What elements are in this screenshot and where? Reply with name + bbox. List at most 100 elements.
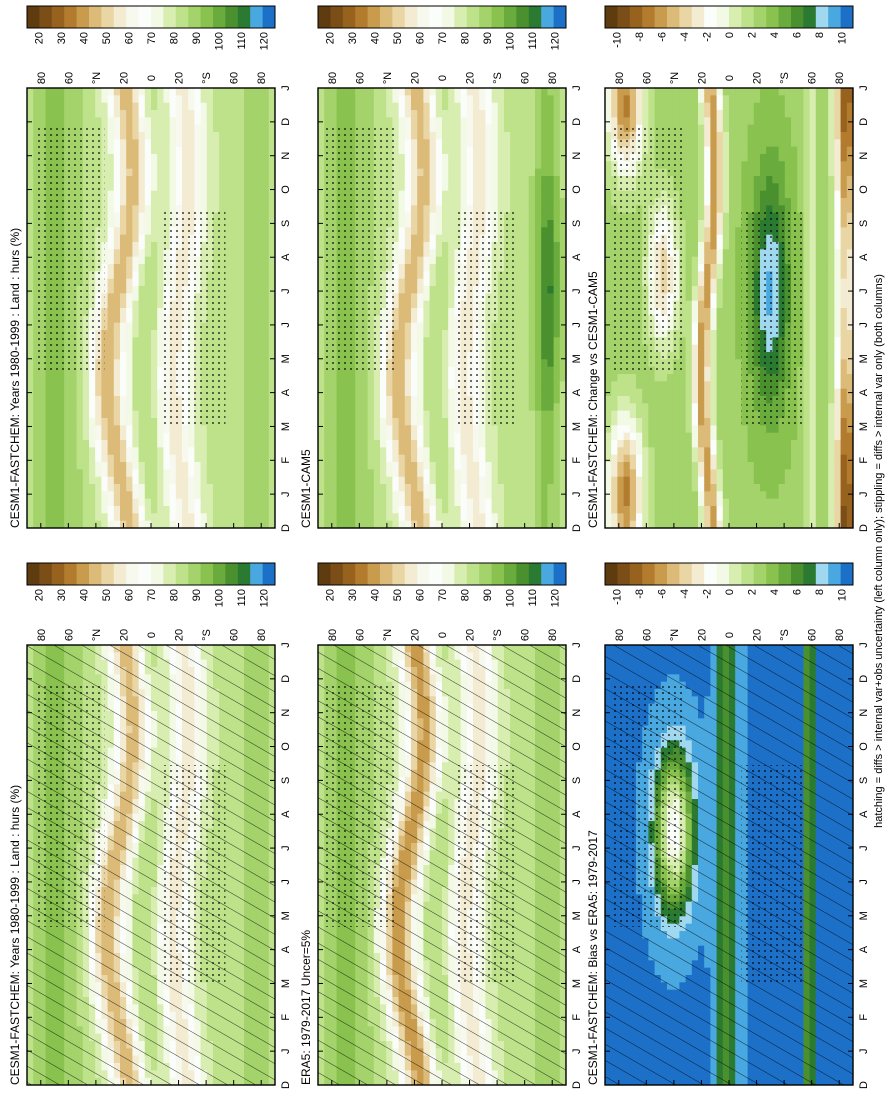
heatmap-cell xyxy=(268,139,276,148)
x-tick-label: D xyxy=(280,675,292,683)
heatmap-cell xyxy=(262,469,270,478)
heatmap-cell xyxy=(262,337,270,346)
heatmap-cell xyxy=(250,227,257,236)
heatmap-cell xyxy=(101,146,109,155)
heatmap-cell xyxy=(45,88,53,96)
heatmap-cell xyxy=(107,234,115,243)
heatmap-cell xyxy=(138,381,146,390)
colorbar-tick-label: 60 xyxy=(124,589,136,601)
heatmap-cell xyxy=(231,322,239,331)
heatmap-cell xyxy=(113,315,121,324)
heatmap-cell xyxy=(244,146,251,155)
heatmap-cell xyxy=(126,190,133,199)
heatmap-cell xyxy=(250,161,257,170)
heatmap-cell xyxy=(27,154,34,162)
heatmap-cell xyxy=(151,117,158,126)
heatmap-cell xyxy=(250,264,257,272)
x-tick-label: M xyxy=(280,911,292,920)
heatmap-cell xyxy=(151,410,158,419)
heatmap-cell xyxy=(262,154,270,162)
colorbar-tick-label: 70 xyxy=(146,32,158,44)
heatmap-cell xyxy=(132,491,140,500)
heatmap-cell xyxy=(250,432,257,441)
heatmap-cell xyxy=(120,484,127,492)
heatmap-cell xyxy=(231,227,239,236)
heatmap-cell xyxy=(194,454,202,463)
heatmap-cell xyxy=(151,344,158,353)
heatmap-cell xyxy=(82,418,90,426)
heatmap-cell xyxy=(213,484,220,492)
heatmap-cell xyxy=(182,146,189,155)
heatmap-cell xyxy=(89,432,96,441)
heatmap-cell xyxy=(231,117,239,126)
heatmap-cell xyxy=(163,506,171,514)
heatmap-cell xyxy=(231,132,239,140)
heatmap-cell xyxy=(76,498,84,507)
heatmap-cell xyxy=(27,220,34,228)
heatmap-cell xyxy=(132,95,140,104)
heatmap-cell xyxy=(169,139,177,148)
heatmap-cell xyxy=(132,168,140,177)
heatmap-cell xyxy=(237,161,245,170)
heatmap-cell xyxy=(213,454,220,463)
heatmap-cell xyxy=(107,110,115,118)
heatmap-cell xyxy=(151,520,158,529)
x-tick-label: M xyxy=(280,979,292,988)
heatmap-cell xyxy=(95,447,102,456)
heatmap-cell xyxy=(101,110,109,118)
heatmap-cell xyxy=(76,432,84,441)
heatmap-cell xyxy=(157,183,164,192)
heatmap-cell xyxy=(244,491,251,500)
heatmap-cell xyxy=(237,315,245,324)
heatmap-cell xyxy=(107,183,115,192)
heatmap-cell xyxy=(138,366,146,375)
heatmap-cell xyxy=(76,403,84,412)
heatmap-cell xyxy=(132,308,140,316)
heatmap-cell xyxy=(225,506,233,514)
heatmap-cell xyxy=(132,154,140,162)
heatmap-cell xyxy=(132,322,140,331)
heatmap-cell xyxy=(169,132,177,140)
heatmap-cell xyxy=(268,425,276,434)
heatmap-cell xyxy=(231,352,239,360)
heatmap-cell xyxy=(138,498,146,507)
heatmap-cell xyxy=(39,403,47,412)
heatmap-cell xyxy=(268,95,276,104)
heatmap-cell xyxy=(157,447,164,456)
heatmap-cell xyxy=(113,271,121,280)
heatmap-cell xyxy=(89,102,96,111)
heatmap-cell xyxy=(58,476,65,485)
heatmap-cell xyxy=(82,513,90,522)
heatmap-cell xyxy=(157,432,164,441)
heatmap-cell xyxy=(194,190,202,199)
heatmap-cell xyxy=(126,183,133,192)
heatmap-cell xyxy=(33,432,40,441)
heatmap-cell xyxy=(244,469,251,478)
heatmap-cell xyxy=(213,469,220,478)
heatmap-cell xyxy=(244,154,251,162)
heatmap-cell xyxy=(268,212,276,221)
heatmap-cell xyxy=(244,425,251,434)
heatmap-cell xyxy=(244,168,251,177)
heatmap-cell xyxy=(64,476,71,485)
heatmap-cell xyxy=(126,168,133,177)
heatmap-cell xyxy=(113,330,121,338)
heatmap-cell xyxy=(27,308,34,316)
heatmap-cell xyxy=(101,308,109,316)
heatmap-cell xyxy=(144,264,152,272)
heatmap-cell xyxy=(250,234,257,243)
heatmap-cell xyxy=(225,117,233,126)
heatmap-cell xyxy=(225,476,233,485)
heatmap-cell xyxy=(175,447,183,456)
heatmap-cell xyxy=(64,366,71,375)
heatmap-cell xyxy=(70,520,78,529)
heatmap-cell xyxy=(58,484,65,492)
heatmap-cell xyxy=(262,432,270,441)
heatmap-cell xyxy=(163,154,171,162)
heatmap-cell xyxy=(138,300,146,309)
heatmap-cell xyxy=(237,286,245,294)
heatmap-cell xyxy=(107,322,115,331)
heatmap-cell xyxy=(237,513,245,522)
heatmap-cell xyxy=(250,506,257,514)
heatmap-cell xyxy=(268,102,276,111)
